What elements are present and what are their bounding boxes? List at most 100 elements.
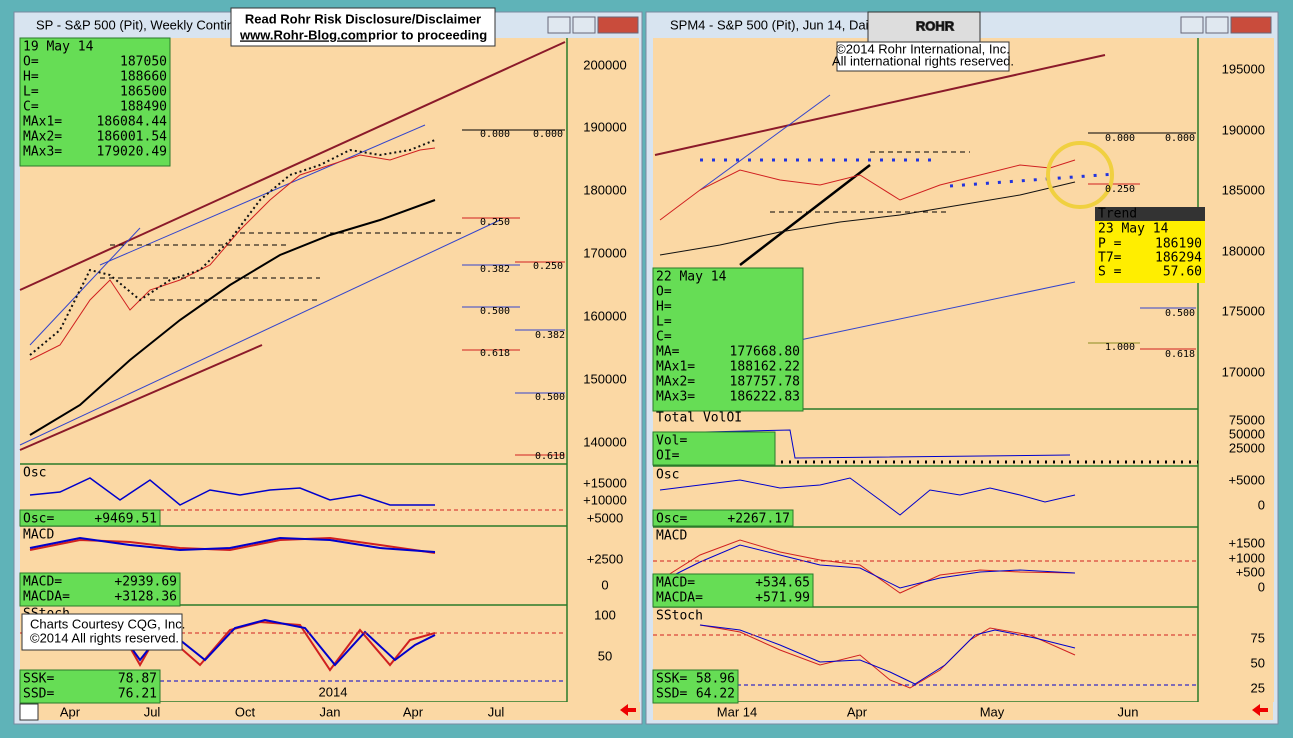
- trend-row-label: T7=: [1098, 251, 1122, 266]
- trend-date: 23 May 14: [1098, 222, 1169, 237]
- info-label: MAx1=: [656, 360, 695, 375]
- fib-label: 0.618: [480, 348, 510, 359]
- y-tick-label: 160000: [583, 308, 626, 323]
- right-drawing: [653, 54, 1198, 689]
- y-tick-label: +10000: [583, 492, 627, 507]
- trend-row-label: S =: [1098, 265, 1122, 280]
- right-axis: [1198, 38, 1274, 702]
- close-button[interactable]: [597, 16, 639, 34]
- scroll-arrow[interactable]: [620, 704, 636, 716]
- fib-label: 0.618: [535, 451, 565, 462]
- disclaimer-link[interactable]: www.Rohr-Blog.com: [239, 27, 367, 42]
- y-tick-label: 180000: [583, 182, 626, 197]
- y-tick-label: 0: [1258, 579, 1265, 594]
- info-value: 188490: [120, 100, 167, 115]
- scroll-arrow[interactable]: [1252, 704, 1268, 716]
- info-label: MA=: [656, 345, 680, 360]
- readout-label: Osc=: [23, 512, 54, 527]
- y-tick-label: 170000: [583, 245, 626, 260]
- courtesy-text: Charts Courtesy CQG, Inc.: [30, 616, 185, 631]
- trend-row-value: 57.60: [1163, 265, 1202, 280]
- y-tick-label: 150000: [583, 371, 626, 386]
- year-label: 2014: [319, 684, 348, 699]
- info-label: H=: [656, 300, 672, 315]
- copyright-text: All international rights reserved.: [832, 53, 1014, 68]
- fib-label: 0.000: [1105, 133, 1135, 144]
- readout-box: [652, 573, 814, 608]
- readout-box: [19, 509, 161, 527]
- y-tick-label: 0: [1258, 497, 1265, 512]
- window-title: SP - S&P 500 (Pit), Weekly Continuation: [36, 17, 269, 32]
- x-tick-label: Mar 14: [717, 704, 757, 719]
- panel-label: Osc: [656, 468, 679, 483]
- readout-box: [652, 669, 739, 704]
- left-axis: [567, 38, 639, 702]
- info-label: H=: [23, 70, 39, 85]
- info-label: L=: [656, 315, 672, 330]
- x-tick-label: Jul: [488, 704, 505, 719]
- y-tick-label: 75: [1251, 630, 1265, 645]
- fib-label: 0.000: [1165, 133, 1195, 144]
- panel-label: MACD: [23, 528, 54, 543]
- fib-label: 0.000: [480, 129, 510, 140]
- readout-label: MACDA=: [23, 590, 70, 605]
- minimize-button[interactable]: [1180, 16, 1204, 34]
- courtesy-text: ©2014 All rights reserved.: [30, 630, 179, 645]
- y-tick-label: 175000: [1222, 303, 1265, 318]
- readout-label: SSD=: [23, 687, 54, 702]
- maximize-button[interactable]: [1205, 16, 1229, 34]
- y-tick-label: +1000: [1228, 550, 1265, 565]
- y-tick-label: 25: [1251, 680, 1265, 695]
- trend-row-value: 186190: [1155, 237, 1202, 252]
- info-label: L=: [23, 85, 39, 100]
- fib-label: 0.500: [535, 392, 565, 403]
- minimize-button[interactable]: [547, 16, 571, 34]
- left-drawing: [19, 41, 566, 682]
- close-button[interactable]: [1230, 16, 1272, 34]
- readout-value: +2939.69: [114, 575, 177, 590]
- info-value: 188660: [120, 70, 167, 85]
- info-date: 22 May 14: [656, 270, 727, 285]
- readout-value: 64.22: [696, 687, 735, 702]
- info-value: 186084.44: [97, 115, 168, 130]
- readout-label: SSK=: [656, 672, 687, 687]
- panel-label: SStoch: [656, 609, 703, 624]
- y-tick-label: +1500: [1228, 535, 1265, 550]
- info-value: 188162.22: [730, 360, 800, 375]
- y-tick-label: 0: [601, 577, 608, 592]
- copyright-box: [836, 41, 1010, 72]
- info-value: 187757.78: [730, 375, 800, 390]
- readout-label: MACD=: [656, 576, 695, 591]
- maximize-button[interactable]: [572, 16, 596, 34]
- logo-box: [867, 11, 981, 43]
- y-tick-label: +15000: [583, 475, 627, 490]
- y-tick-label: 75000: [1229, 412, 1265, 427]
- window-buttons[interactable]: [547, 16, 1272, 34]
- info-label: C=: [656, 330, 672, 345]
- y-tick-label: 190000: [1222, 122, 1265, 137]
- y-tick-label: +5000: [587, 510, 624, 525]
- y-tick-label: 185000: [1222, 182, 1265, 197]
- info-value: 177668.80: [730, 345, 800, 360]
- trend-header: [1095, 207, 1205, 221]
- y-tick-label: 50: [1251, 655, 1265, 670]
- y-tick-label: 200000: [583, 57, 626, 72]
- info-value: 179020.49: [97, 145, 167, 160]
- y-tick-label: +500: [1236, 564, 1265, 579]
- readout-value: +571.99: [755, 591, 810, 606]
- panel-label: Osc: [23, 466, 46, 481]
- copyright-text: ©2014 Rohr International, Inc.: [836, 41, 1010, 56]
- info-box: [652, 267, 804, 412]
- readout-value: +534.65: [755, 576, 810, 591]
- x-tick-label: Jul: [144, 704, 161, 719]
- readout-value: +9469.51: [94, 512, 157, 527]
- x-tick-label: Apr: [403, 704, 424, 719]
- info-label: MAx3=: [23, 145, 62, 160]
- y-tick-label: 170000: [1222, 364, 1265, 379]
- fib-label: 0.250: [1105, 184, 1135, 195]
- readout-box: [652, 509, 794, 527]
- info-value: 186001.54: [97, 130, 168, 145]
- fib-label: 0.382: [480, 264, 510, 275]
- logo: ROHR: [916, 18, 955, 33]
- x-tick-label: Apr: [847, 704, 868, 719]
